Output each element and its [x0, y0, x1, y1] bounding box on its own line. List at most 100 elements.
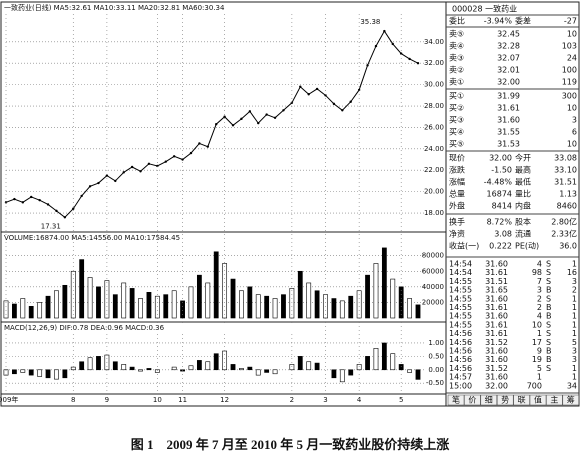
quote-label: 最高 [515, 165, 531, 175]
tab[interactable] [464, 394, 481, 406]
price-point [357, 88, 361, 92]
trade-price: 31.61 [485, 329, 508, 338]
bar [306, 282, 312, 319]
chart-frame [0, 1, 447, 407]
bar [146, 291, 152, 319]
quote-label: 买② [449, 104, 464, 113]
tab-label[interactable]: 筹 [567, 395, 575, 405]
price-point [181, 158, 184, 161]
trade-volume: 9 [537, 347, 542, 356]
price-point [206, 145, 209, 148]
trade-volume: 98 [532, 268, 542, 277]
tab[interactable] [480, 394, 498, 406]
x-tick-label: 11 [178, 396, 187, 404]
x-tick-label: 5 [399, 396, 403, 404]
trade-side: S [546, 260, 551, 269]
y-tick-label: 26.00 [424, 123, 444, 131]
price-line [5, 30, 419, 218]
bar [222, 350, 228, 371]
bar [3, 369, 9, 376]
trade-count: 1 [572, 329, 577, 338]
trade-time: 14:54 [449, 260, 472, 269]
price-point [172, 155, 176, 158]
tab[interactable] [546, 394, 563, 406]
quote-label: 最低 [515, 177, 531, 187]
trade-count: 1 [572, 373, 577, 382]
x-tick-label: 12 [220, 396, 229, 404]
price-point [139, 170, 142, 173]
bar [381, 342, 387, 371]
bar [272, 298, 278, 319]
tab[interactable] [513, 394, 530, 406]
price-point [240, 117, 243, 121]
trade-price: 31.52 [485, 338, 508, 347]
title-bg [2, 233, 302, 243]
bar [87, 277, 93, 319]
trade-count: 1 [572, 260, 577, 269]
price-point [408, 57, 411, 61]
bar [54, 369, 59, 380]
quote-label: 流通 [515, 229, 531, 239]
tab[interactable] [562, 394, 580, 406]
quote-value: -3.94% [484, 17, 513, 26]
trade-price: 31.60 [485, 294, 508, 303]
tab-label[interactable]: 势 [501, 395, 509, 405]
price-point [80, 194, 83, 198]
bar [205, 361, 211, 371]
bar [365, 356, 370, 371]
tab-label[interactable]: 联 [518, 396, 526, 405]
quote-value: -4.48% [484, 178, 513, 187]
y-tick-label: 34.00 [424, 38, 444, 46]
bar [264, 295, 270, 319]
quote-frame [445, 1, 580, 407]
panel-title: MACD(12,26,9) DIF:0.78 DEA:0.96 MACD:0.3… [4, 324, 165, 332]
quote-volume: 300 [562, 92, 577, 101]
title-bg [2, 3, 302, 13]
trade-time: 14:55 [449, 286, 472, 295]
price-point [315, 87, 319, 91]
bar [415, 304, 421, 319]
tab-label[interactable]: 价 [468, 396, 476, 405]
bar [138, 298, 143, 319]
tab[interactable] [447, 394, 465, 406]
quote-label: 量比 [515, 189, 531, 199]
quote-value: 36.0 [559, 242, 577, 251]
quote-label: 净资 [449, 229, 465, 239]
bar [54, 290, 59, 319]
price-point [164, 160, 167, 163]
quote-label: 卖② [449, 66, 464, 75]
bar [339, 369, 345, 383]
trade-time: 14:56 [449, 364, 472, 373]
trade-volume: 5 [537, 364, 542, 373]
bar [20, 298, 26, 319]
quote-value: 0.222 [489, 242, 512, 251]
trade-volume: 19 [532, 355, 542, 364]
tab-label[interactable]: 笔 [452, 395, 460, 405]
quote-label: 股本 [515, 217, 531, 227]
bar [45, 295, 51, 319]
bar [87, 357, 93, 371]
quote-price: 32.00 [497, 78, 520, 87]
trade-price: 31.52 [485, 364, 508, 373]
trade-time: 14:56 [449, 355, 472, 364]
bar [281, 294, 286, 319]
price-point [130, 165, 134, 169]
quote-price: 31.99 [497, 92, 520, 101]
tab-label[interactable]: 细 [485, 395, 493, 405]
tab[interactable] [496, 394, 514, 406]
quote-label: 今开 [515, 153, 531, 163]
trade-count: 1 [572, 303, 577, 312]
price-point [63, 216, 67, 219]
bar [297, 356, 303, 371]
y-tick-label: 30.00 [424, 81, 444, 89]
quote-label: PE(动) [515, 241, 539, 251]
trade-time: 14:55 [449, 277, 472, 286]
tab[interactable] [529, 394, 547, 406]
trade-volume: 4 [537, 260, 542, 269]
tab-label[interactable]: 值 [534, 395, 542, 405]
tab-label[interactable]: 主 [550, 395, 558, 405]
trade-time: 14:56 [449, 338, 472, 347]
trade-side: B [546, 286, 552, 295]
